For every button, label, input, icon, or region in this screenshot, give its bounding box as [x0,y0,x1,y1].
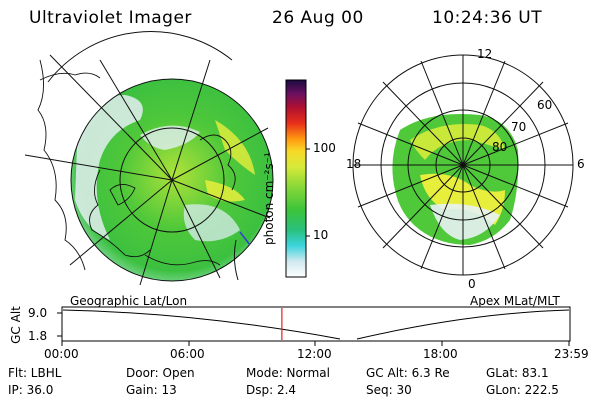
lat-label-70: 70 [511,120,527,134]
filter-value: Flt: LBHL [8,366,62,380]
polar-plot-caption: Apex MLat/MLT [470,294,560,308]
time-tick-0600: 06:00 [170,347,205,361]
date-label: 26 Aug 00 [272,8,364,28]
gain-value: Gain: 13 [126,383,177,397]
colorbar [285,79,310,278]
mlt-label-12: 12 [477,47,493,61]
colorbar-tick-10: 10 [313,228,329,242]
altitude-frame [61,306,571,342]
door-value: Door: Open [126,366,195,380]
time-label: 10:24:36 UT [432,8,543,28]
alt-tick-9: 9.0 [28,306,48,320]
graticule [24,31,274,286]
ip-value: IP: 36.0 [8,383,54,397]
polar-plot [352,54,574,276]
mlt-label-6: 6 [577,157,585,171]
dsp-value: Dsp: 2.4 [246,383,297,397]
time-tick-0000: 00:00 [44,347,79,361]
seq-value: Seq: 30 [366,383,412,397]
gc-alt-value: GC Alt: 6.3 Re [366,366,450,380]
coastlines [37,59,236,271]
geographic-map [24,31,274,286]
altitude-strip [57,306,571,346]
altitude-curve [62,309,570,340]
lat-label-80: 80 [492,140,508,154]
lat-label-60: 60 [537,98,553,112]
mode-value: Mode: Normal [246,366,330,380]
time-tick-2359: 23:59 [554,347,589,361]
geo-map-caption: Geographic Lat/Lon [70,294,188,308]
app-title: Ultraviolet Imager [29,8,192,28]
glat-value: GLat: 83.1 [486,366,549,380]
colorbar-gradient [285,79,307,278]
colorbar-tick-100: 100 [313,141,336,155]
low-intensity-region [75,95,143,240]
gc-alt-axis-label: GC Alt [9,306,23,344]
mlt-label-0: 0 [468,277,476,291]
time-tick-1800: 18:00 [423,347,458,361]
alt-tick-1-8: 1.8 [28,329,48,343]
colorbar-unit-label: photon cm⁻²s⁻¹ [262,152,276,245]
mlt-label-18: 18 [346,157,362,171]
glon-value: GLon: 222.5 [486,383,559,397]
lat-circle [119,127,225,233]
time-tick-1200: 12:00 [297,347,332,361]
